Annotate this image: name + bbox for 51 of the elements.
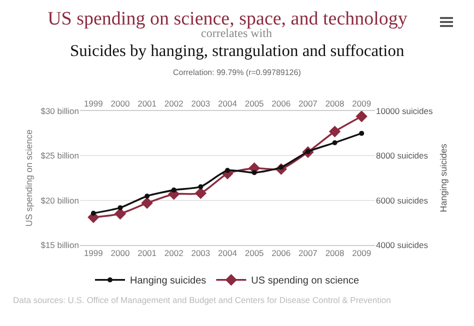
y-axis-title: US spending on science xyxy=(24,129,34,227)
x-tick-label: 1999 xyxy=(84,98,104,109)
legend-label: US spending on science xyxy=(251,276,360,287)
chart-title: US spending on science, space, and technology xyxy=(48,8,408,30)
point xyxy=(332,140,338,146)
y2-tick-label: 6000 suicides xyxy=(376,195,428,206)
x-tick-label: 2005 xyxy=(244,98,264,109)
y2-tick-label: 4000 suicides xyxy=(376,240,428,250)
x2-tick-label: 2007 xyxy=(298,248,318,258)
y-tick-label: $30 billion xyxy=(40,106,80,116)
x2-tick-label: 2001 xyxy=(138,248,157,258)
point xyxy=(198,184,204,190)
point xyxy=(359,130,364,136)
x2-tick-label: 2003 xyxy=(191,248,210,258)
point xyxy=(225,168,230,173)
x2-tick-label: 2006 xyxy=(272,248,291,258)
y2-tick-label: 8000 suicides xyxy=(376,150,428,161)
x-tick-label: 2008 xyxy=(325,98,344,109)
x-tick-label: 2004 xyxy=(218,98,238,109)
y2-tick-label: 10000 suicides xyxy=(376,106,433,116)
x2-tick-label: 2000 xyxy=(110,248,130,258)
x2-tick-label: 2009 xyxy=(352,248,372,258)
x2-tick-label: 1999 xyxy=(84,248,104,258)
x2-tick-label: 2002 xyxy=(164,248,184,258)
point xyxy=(90,210,96,216)
point xyxy=(194,187,207,200)
legend-label: Hanging suicides xyxy=(130,276,206,287)
point xyxy=(252,170,257,176)
x-tick-label: 2009 xyxy=(352,98,372,109)
x-tick-label: 2007 xyxy=(298,98,318,109)
y-tick-label: $15 billion xyxy=(40,240,80,250)
point xyxy=(328,126,341,138)
x-tick-label: 2006 xyxy=(272,98,291,109)
point xyxy=(141,197,153,209)
x-tick-label: 2002 xyxy=(164,98,184,109)
text: Data sources: U.S. Office of Management and Budget and Centers for Disease Control & Prevention xyxy=(13,295,392,305)
text: Correlation: 99.79% (r=0.99789126) xyxy=(173,68,302,77)
x2-tick-label: 2005 xyxy=(244,248,264,258)
x-tick-label: 2001 xyxy=(138,98,157,109)
y-tick-label: $20 billion xyxy=(40,195,80,206)
point xyxy=(356,111,368,122)
x2-tick-label: 2008 xyxy=(325,248,344,258)
point xyxy=(144,194,150,199)
text: Suicides by hanging, strangulation and suffocation xyxy=(70,41,404,60)
point xyxy=(171,188,176,193)
x-tick-label: 2000 xyxy=(110,98,130,109)
y-tick-label: $25 billion xyxy=(40,150,80,161)
x-tick-label: 2003 xyxy=(191,98,210,109)
point xyxy=(118,205,123,210)
x2-tick-label: 2004 xyxy=(218,248,238,258)
y2-axis-title: Hanging suicides xyxy=(438,143,449,212)
